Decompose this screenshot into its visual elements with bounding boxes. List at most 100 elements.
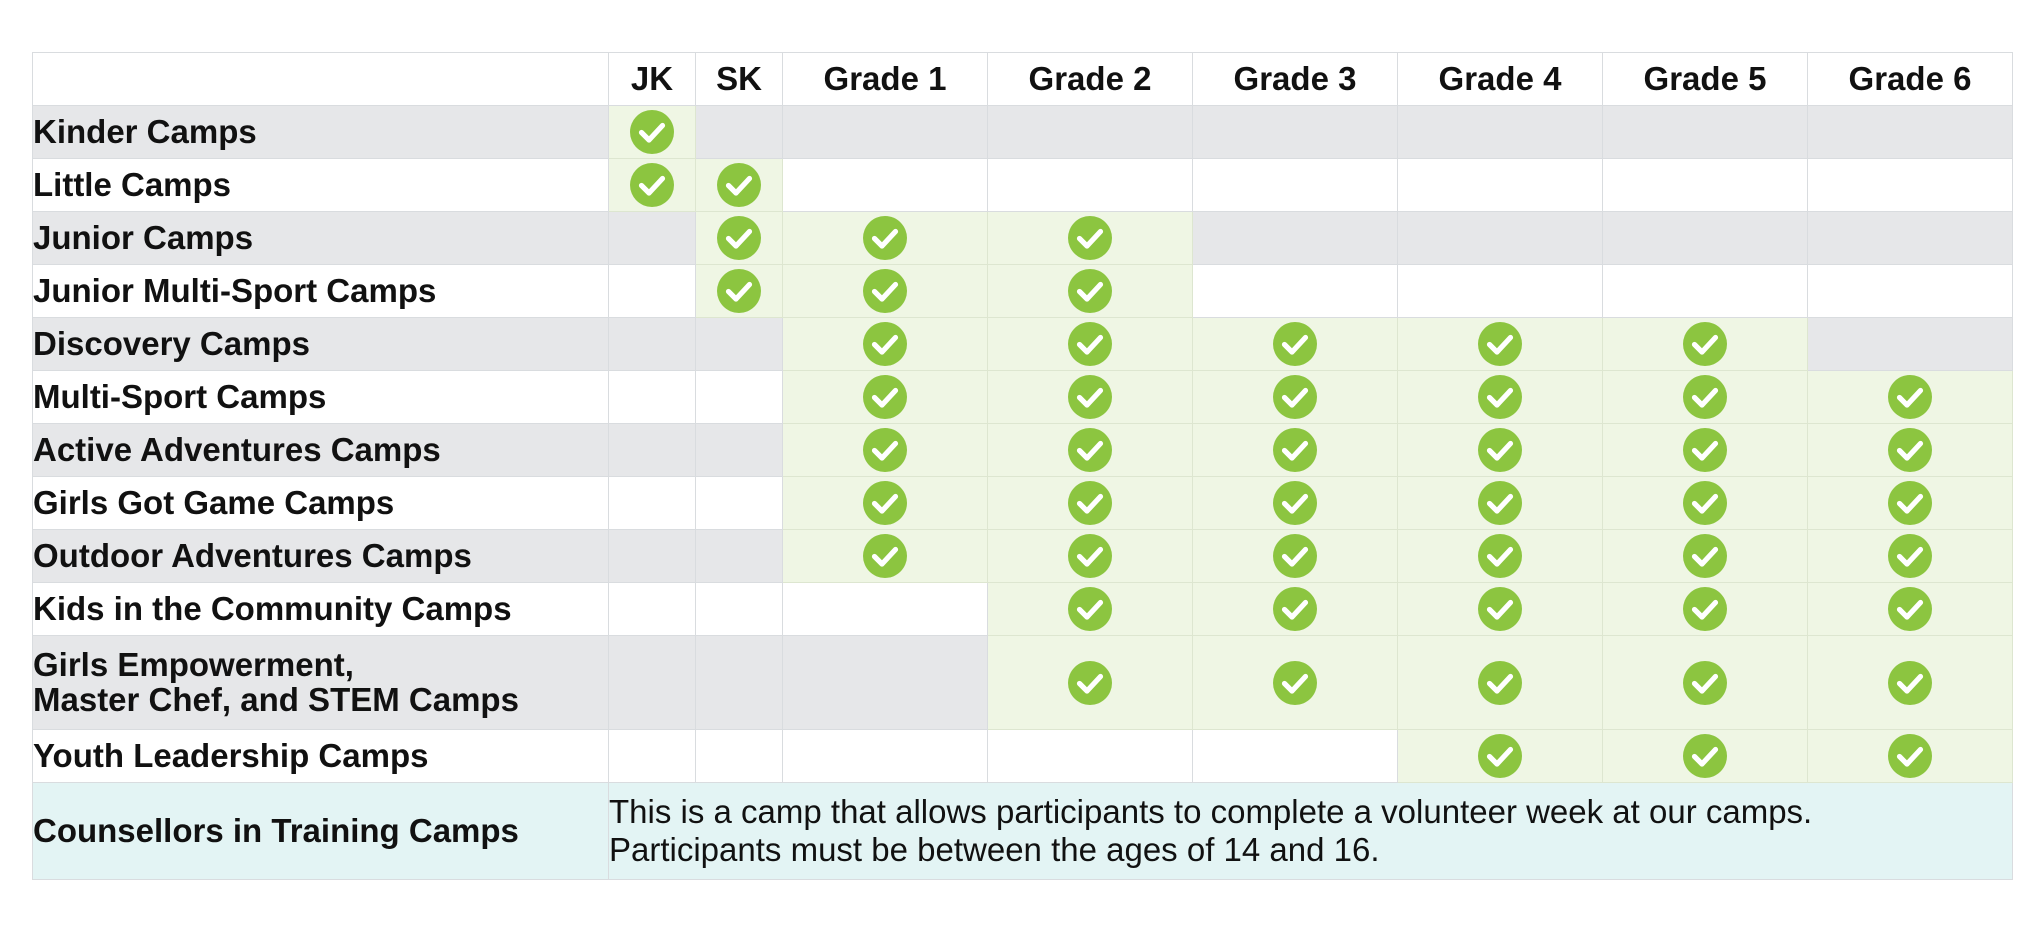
col-header-grade-2: Grade 2 [987,52,1193,106]
cell-grade-5 [1602,370,1808,424]
cell-jk [608,105,696,159]
cell-grade-5 [1602,635,1808,730]
check-circle-icon [1683,375,1727,419]
cell-sk [695,211,783,265]
cell-grade-2 [987,317,1193,371]
cell-jk [608,317,696,371]
cell-grade-6 [1807,317,2013,371]
check-circle-icon [1683,534,1727,578]
col-header-sk: SK [695,52,783,106]
cell-sk [695,476,783,530]
check-circle-icon [1888,428,1932,472]
cell-grade-2 [987,529,1193,583]
row-label: Junior Camps [32,211,609,265]
table-row-girls-got-game-camps: Girls Got Game Camps [32,476,2013,530]
cell-grade-3 [1192,105,1398,159]
check-circle-icon [1273,428,1317,472]
cell-grade-6 [1807,158,2013,212]
cell-jk [608,582,696,636]
table-row-counsellors-in-training-camps: Counsellors in Training Camps This is a … [32,782,2013,880]
cell-sk [695,582,783,636]
row-label: Multi-Sport Camps [32,370,609,424]
cell-jk [608,158,696,212]
cell-grade-3 [1192,529,1398,583]
check-circle-icon [863,375,907,419]
cell-grade-6 [1807,423,2013,477]
table-row-discovery-camps: Discovery Camps [32,317,2013,371]
check-circle-icon [1068,534,1112,578]
check-circle-icon [1273,481,1317,525]
table-row-little-camps: Little Camps [32,158,2013,212]
check-circle-icon [1683,734,1727,778]
check-circle-icon [863,322,907,366]
check-circle-icon [1068,216,1112,260]
cell-grade-5 [1602,211,1808,265]
cell-grade-4 [1397,476,1603,530]
cell-jk [608,264,696,318]
table-row-junior-multi-sport-camps: Junior Multi-Sport Camps [32,264,2013,318]
cell-jk [608,529,696,583]
check-circle-icon [1273,534,1317,578]
check-circle-icon [1478,375,1522,419]
check-circle-icon [1273,587,1317,631]
table-row-youth-leadership-camps: Youth Leadership Camps [32,729,2013,783]
row-label: Kinder Camps [32,105,609,159]
cell-grade-5 [1602,158,1808,212]
cell-grade-5 [1602,582,1808,636]
check-circle-icon [1478,587,1522,631]
row-label: Outdoor Adventures Camps [32,529,609,583]
cell-grade-5 [1602,105,1808,159]
row-label: Kids in the Community Camps [32,582,609,636]
check-circle-icon [1683,660,1727,705]
check-circle-icon [1478,660,1522,705]
cell-grade-3 [1192,158,1398,212]
cell-grade-6 [1807,211,2013,265]
check-circle-icon [1068,587,1112,631]
check-circle-icon [1683,322,1727,366]
check-circle-icon [1273,322,1317,366]
cell-grade-2 [987,729,1193,783]
check-circle-icon [630,110,674,154]
cell-grade-2 [987,476,1193,530]
check-circle-icon [863,481,907,525]
cell-grade-6 [1807,370,2013,424]
check-circle-icon [717,163,761,207]
col-header-grade-6: Grade 6 [1807,52,2013,106]
cit-description: This is a camp that allows participants … [608,782,2013,880]
camp-eligibility-table-wrapper: JK SK Grade 1 Grade 2 Grade 3 Grade 4 Gr… [32,52,2013,880]
cell-grade-2 [987,211,1193,265]
cit-description-line-1: This is a camp that allows participants … [609,793,1813,830]
table-row-active-adventures-camps: Active Adventures Camps [32,423,2013,477]
camp-eligibility-table: JK SK Grade 1 Grade 2 Grade 3 Grade 4 Gr… [32,52,2013,880]
cell-grade-2 [987,158,1193,212]
cell-jk [608,370,696,424]
cell-grade-4 [1397,635,1603,730]
check-circle-icon [1888,734,1932,778]
cell-grade-3 [1192,211,1398,265]
check-circle-icon [1068,322,1112,366]
cell-grade-4 [1397,729,1603,783]
cell-grade-4 [1397,105,1603,159]
header-corner [32,52,609,106]
check-circle-icon [1683,481,1727,525]
cell-grade-6 [1807,582,2013,636]
check-circle-icon [1478,481,1522,525]
check-circle-icon [1888,660,1932,705]
cell-sk [695,529,783,583]
check-circle-icon [863,269,907,313]
check-circle-icon [1478,322,1522,366]
check-circle-icon [1068,428,1112,472]
check-circle-icon [1888,375,1932,419]
check-circle-icon [1478,428,1522,472]
table-row-kinder-camps: Kinder Camps [32,105,2013,159]
cell-grade-4 [1397,211,1603,265]
cell-grade-3 [1192,582,1398,636]
row-label: Discovery Camps [32,317,609,371]
col-header-grade-1: Grade 1 [782,52,988,106]
check-circle-icon [1888,534,1932,578]
col-header-jk: JK [608,52,696,106]
check-circle-icon [1068,375,1112,419]
cell-grade-6 [1807,635,2013,730]
check-circle-icon [863,216,907,260]
check-circle-icon [1068,481,1112,525]
